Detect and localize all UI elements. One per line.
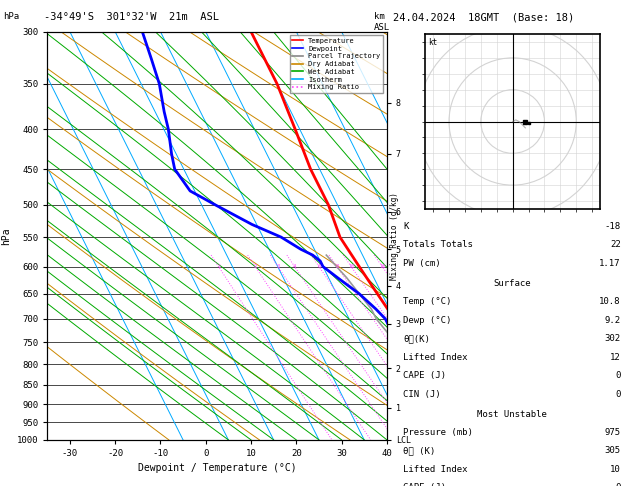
Text: 10.8: 10.8 xyxy=(599,297,621,306)
Text: Totals Totals: Totals Totals xyxy=(403,241,473,249)
Text: 0: 0 xyxy=(615,390,621,399)
Text: K: K xyxy=(403,222,409,231)
Text: 9.2: 9.2 xyxy=(604,316,621,325)
Text: 302: 302 xyxy=(604,334,621,343)
Text: 24.04.2024  18GMT  (Base: 18): 24.04.2024 18GMT (Base: 18) xyxy=(393,12,574,22)
Text: 975: 975 xyxy=(604,428,621,437)
Text: Most Unstable: Most Unstable xyxy=(477,410,547,418)
Text: kt: kt xyxy=(428,38,438,47)
Y-axis label: hPa: hPa xyxy=(1,227,11,244)
Text: Mixing Ratio (g/kg): Mixing Ratio (g/kg) xyxy=(390,192,399,279)
Text: ASL: ASL xyxy=(374,23,391,33)
Text: θᴇ (K): θᴇ (K) xyxy=(403,447,435,455)
Text: km: km xyxy=(374,12,385,21)
Text: 3: 3 xyxy=(276,264,280,269)
Text: 10: 10 xyxy=(610,465,621,474)
Text: 16: 16 xyxy=(379,264,386,269)
Text: hPa: hPa xyxy=(3,12,19,21)
Text: 305: 305 xyxy=(604,447,621,455)
Text: Lifted Index: Lifted Index xyxy=(403,465,468,474)
Text: 2: 2 xyxy=(253,264,257,269)
Text: PW (cm): PW (cm) xyxy=(403,259,441,268)
Text: 22: 22 xyxy=(610,241,621,249)
Text: θᴇ(K): θᴇ(K) xyxy=(403,334,430,343)
Text: 0: 0 xyxy=(615,371,621,380)
Text: Dewp (°C): Dewp (°C) xyxy=(403,316,452,325)
Text: 4: 4 xyxy=(293,264,296,269)
Text: Lifted Index: Lifted Index xyxy=(403,353,468,362)
Text: 1.17: 1.17 xyxy=(599,259,621,268)
Text: 6: 6 xyxy=(318,264,321,269)
Text: -18: -18 xyxy=(604,222,621,231)
Legend: Temperature, Dewpoint, Parcel Trajectory, Dry Adiabat, Wet Adiabat, Isotherm, Mi: Temperature, Dewpoint, Parcel Trajectory… xyxy=(289,35,383,93)
Text: 1: 1 xyxy=(217,264,220,269)
Text: Temp (°C): Temp (°C) xyxy=(403,297,452,306)
Text: CIN (J): CIN (J) xyxy=(403,390,441,399)
Text: 10: 10 xyxy=(348,264,355,269)
Text: CAPE (J): CAPE (J) xyxy=(403,371,446,380)
Text: 12: 12 xyxy=(610,353,621,362)
X-axis label: Dewpoint / Temperature (°C): Dewpoint / Temperature (°C) xyxy=(138,464,296,473)
Text: CAPE (J): CAPE (J) xyxy=(403,484,446,486)
Text: Pressure (mb): Pressure (mb) xyxy=(403,428,473,437)
Text: 0: 0 xyxy=(615,484,621,486)
Text: 8: 8 xyxy=(335,264,338,269)
Text: Surface: Surface xyxy=(493,279,531,288)
Text: -34°49'S  301°32'W  21m  ASL: -34°49'S 301°32'W 21m ASL xyxy=(44,12,219,22)
